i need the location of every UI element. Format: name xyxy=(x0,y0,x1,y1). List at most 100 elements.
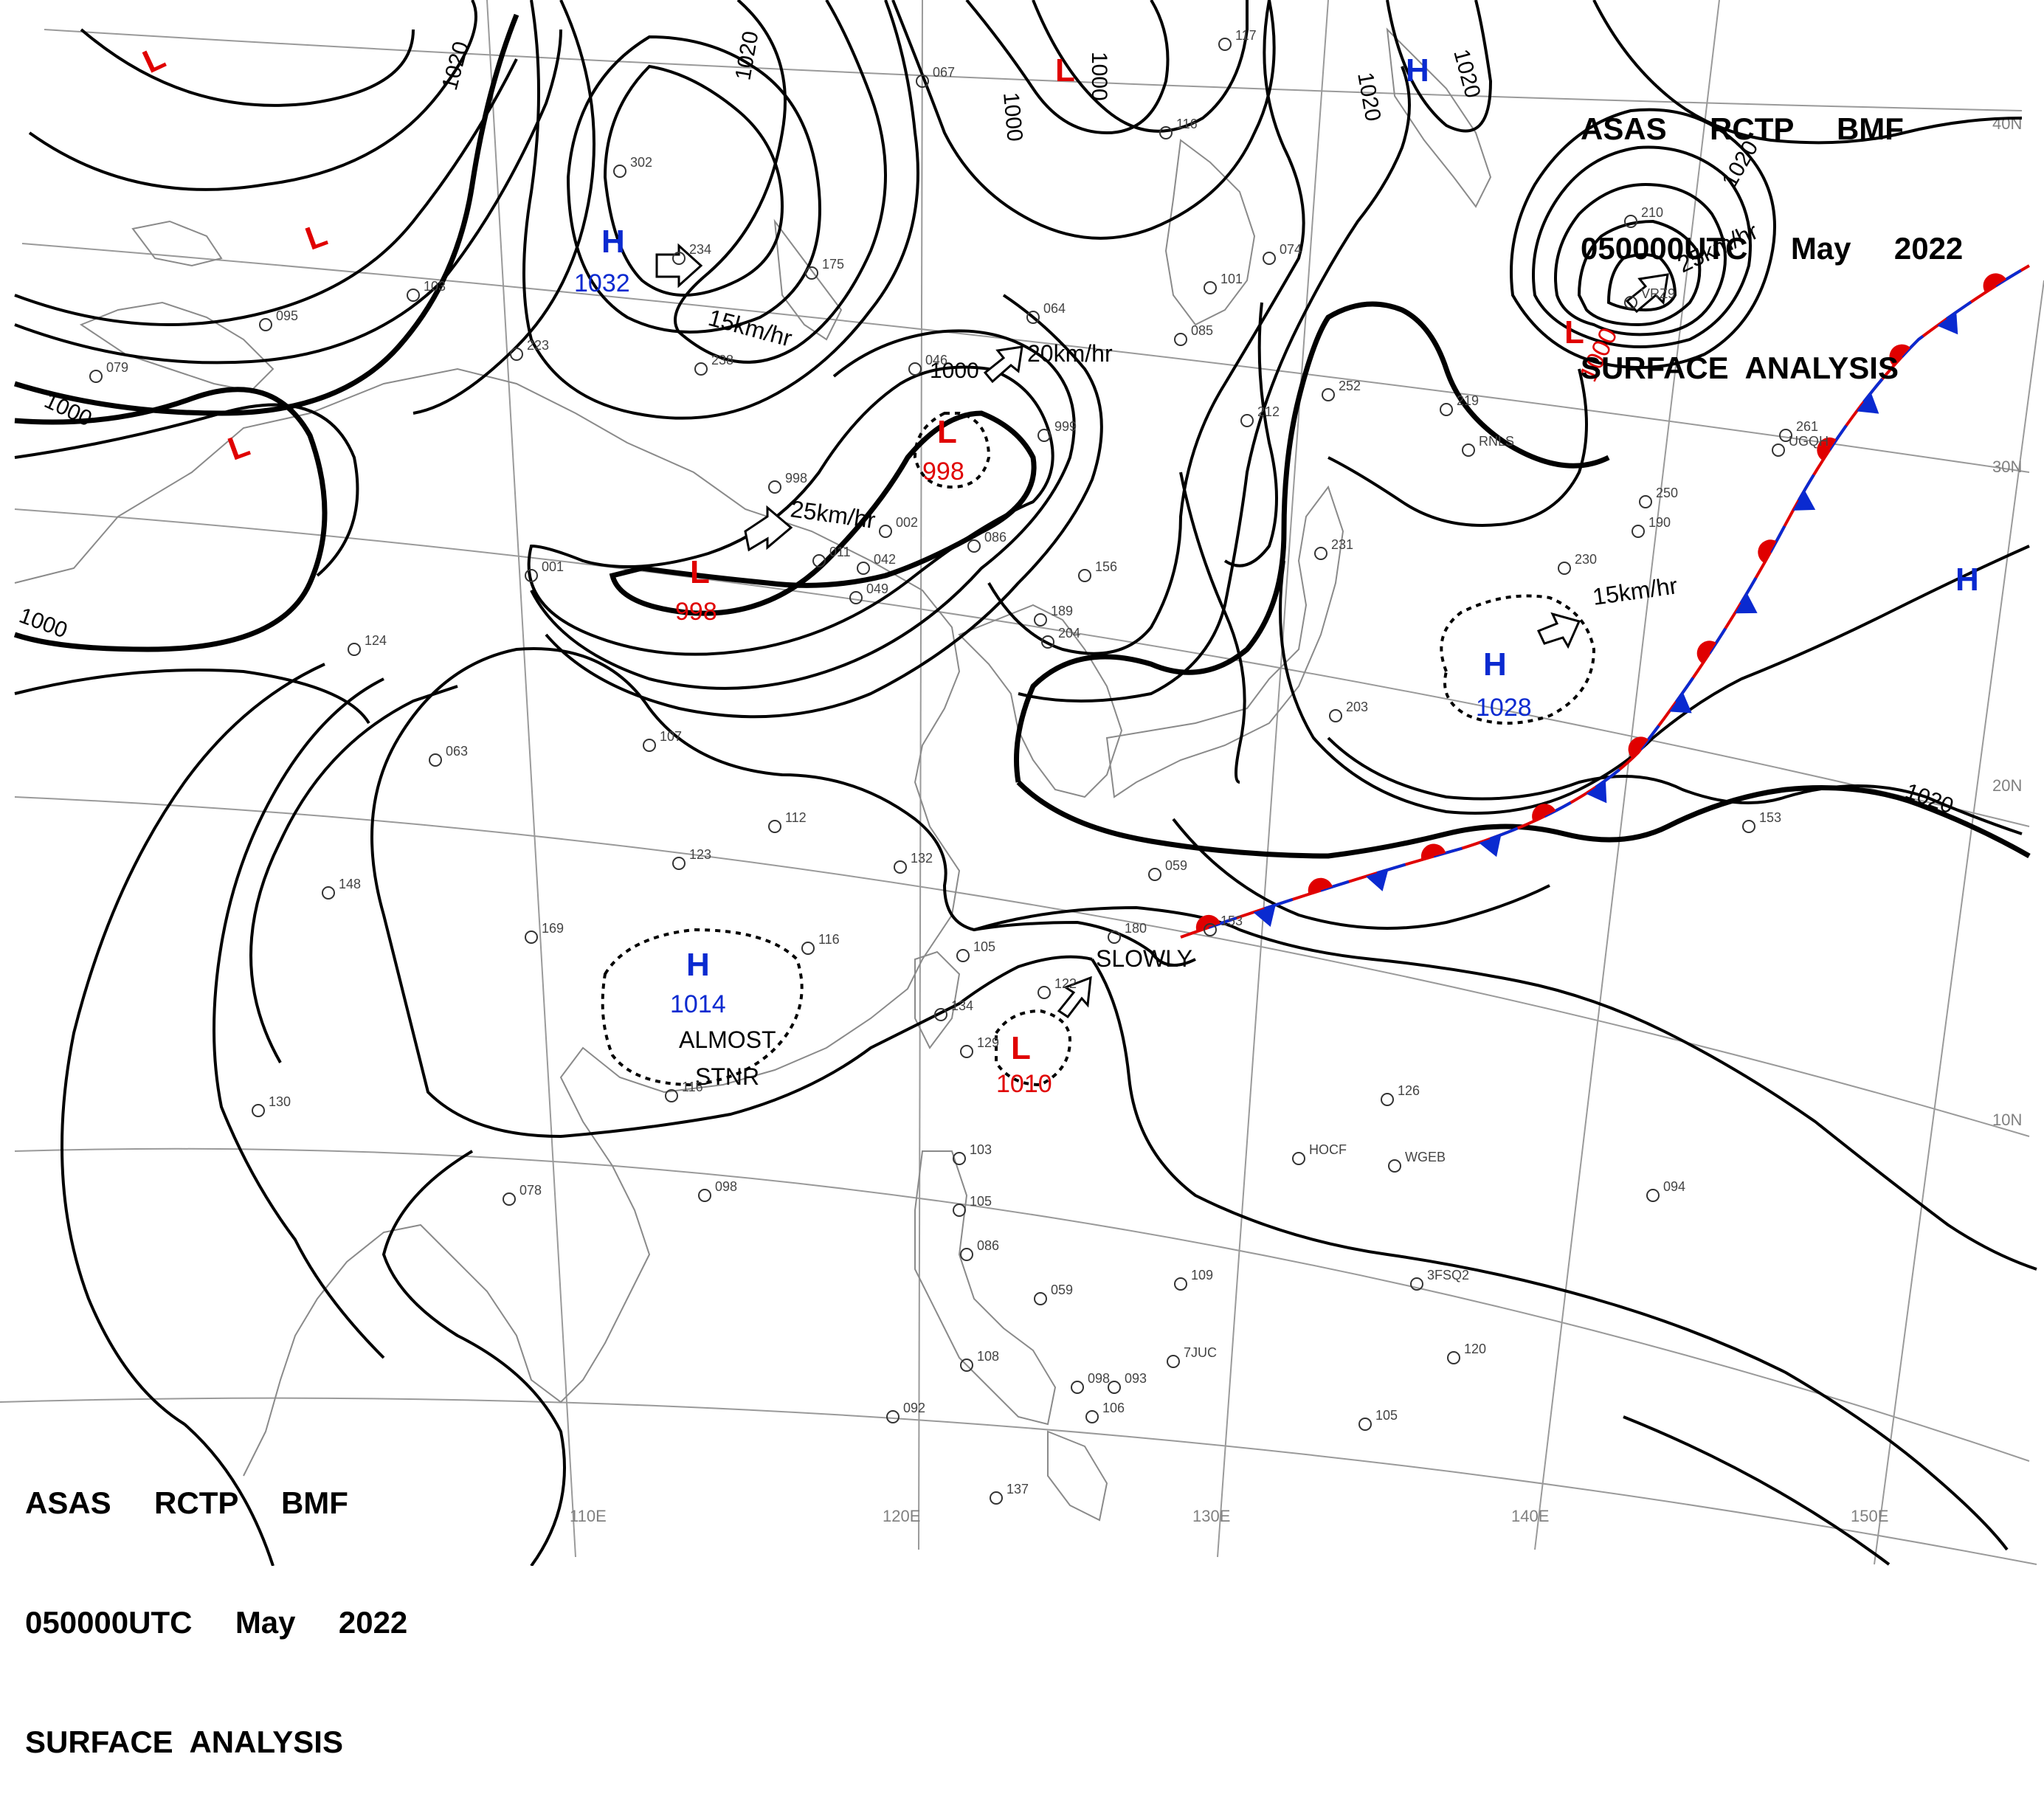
station-circle-icon xyxy=(960,1248,973,1261)
central-pressure: 1010 xyxy=(996,1070,1052,1098)
station-circle-icon xyxy=(1078,569,1091,582)
station-circle-icon xyxy=(1037,986,1051,999)
station-circle-icon xyxy=(1440,403,1453,416)
chart-header-top: ASAS RCTP BMF 050000UTC May 2022 SURFACE… xyxy=(1581,30,1963,428)
station-circle-icon xyxy=(886,1410,900,1423)
header-line-title: SURFACE ANALYSIS xyxy=(25,1725,343,1759)
station-value: 132 xyxy=(911,851,933,866)
movement-arrow-icon xyxy=(744,505,793,552)
isobar-label: 1020 xyxy=(1902,779,1957,819)
station-value: 108 xyxy=(977,1349,999,1364)
station-circle-icon xyxy=(953,1152,966,1165)
station-circle-icon xyxy=(916,75,929,88)
movement-speed: 20km/hr xyxy=(1027,340,1113,367)
station-circle-icon xyxy=(672,857,686,870)
station-value: 153 xyxy=(1220,914,1243,928)
station-circle-icon xyxy=(960,1045,973,1058)
station-value: 107 xyxy=(660,729,682,744)
station-circle-icon xyxy=(908,362,922,376)
station-value: 204 xyxy=(1058,626,1080,641)
high-pressure-icon: H xyxy=(1955,562,1979,598)
low-pressure-icon: L xyxy=(137,39,170,80)
low-pressure-icon: L xyxy=(937,414,957,450)
station-value: 212 xyxy=(1257,404,1280,419)
warm-front-symbol xyxy=(1532,804,1556,822)
station-circle-icon xyxy=(348,643,361,656)
station-circle-icon xyxy=(1240,414,1254,427)
station-value: 210 xyxy=(1641,205,1663,220)
station-value: 999 xyxy=(1054,419,1077,434)
warm-front-symbol xyxy=(1420,843,1446,860)
station-circle-icon xyxy=(768,820,781,833)
station-circle-icon xyxy=(525,931,538,944)
station-circle-icon xyxy=(1322,388,1335,401)
station-circle-icon xyxy=(934,1008,947,1021)
station-value: 042 xyxy=(874,552,896,567)
station-circle-icon xyxy=(510,348,523,361)
isobar-label: 1000 xyxy=(1087,52,1111,101)
cold-front-symbol xyxy=(1856,393,1879,414)
station-value: 120 xyxy=(1464,1342,1486,1356)
station-value: 094 xyxy=(1663,1179,1685,1194)
station-circle-icon xyxy=(1174,1277,1187,1291)
low-pressure-icon: L xyxy=(224,427,255,467)
station-circle-icon xyxy=(1388,1159,1401,1173)
station-value: 116 xyxy=(818,932,840,947)
station-value: 105 xyxy=(973,939,995,954)
station-value: 105 xyxy=(970,1194,992,1209)
warm-front-symbol xyxy=(1758,539,1777,564)
station-value: 234 xyxy=(689,242,711,257)
station-value: 156 xyxy=(1095,559,1117,574)
station-circle-icon xyxy=(1218,38,1232,51)
station-value: 261 xyxy=(1796,419,1818,434)
isobar-label: 1000 xyxy=(998,92,1027,142)
station-value: 059 xyxy=(1051,1283,1073,1297)
station-circle-icon xyxy=(1034,1292,1047,1305)
station-value: 011 xyxy=(829,545,851,559)
station-value: WGEB xyxy=(1405,1150,1446,1164)
station-value: UGQH xyxy=(1789,434,1829,449)
movement-note: STNR xyxy=(695,1063,759,1090)
station-value: 230 xyxy=(1575,552,1597,567)
station-circle-icon xyxy=(1462,443,1475,457)
isobar-label: 1000 xyxy=(41,388,95,431)
station-value: HOCF xyxy=(1309,1142,1347,1157)
cold-front-symbol xyxy=(1937,311,1958,335)
warm-front-symbol xyxy=(1308,877,1333,894)
station-circle-icon xyxy=(1314,547,1327,560)
station-circle-icon xyxy=(990,1491,1003,1505)
central-pressure: 998 xyxy=(675,598,717,626)
station-circle-icon xyxy=(879,525,892,538)
station-value: 122 xyxy=(1054,976,1077,991)
station-value: 116 xyxy=(682,1080,703,1094)
low-pressure-icon: L xyxy=(1055,52,1075,89)
station-value: VRZ9 xyxy=(1641,286,1675,301)
station-value: 219 xyxy=(1457,393,1479,408)
low-pressure-icon: L xyxy=(301,216,332,257)
pressure-systems: H 1032 L 998 L 998 L 1000 H 1028 H 1014 … xyxy=(137,39,1979,1098)
station-circle-icon xyxy=(259,318,272,331)
station-value: 250 xyxy=(1656,486,1678,500)
header-line-time: 050000UTC May 2022 xyxy=(25,1605,408,1640)
station-circle-icon xyxy=(1292,1152,1305,1165)
station-circle-icon xyxy=(1558,562,1571,575)
station-value: 223 xyxy=(527,338,549,353)
lat-label-20n: 20N xyxy=(1992,776,2022,795)
cold-front-symbol xyxy=(1735,593,1758,614)
header-line-time: 050000UTC May 2022 xyxy=(1581,231,1964,266)
station-circle-icon xyxy=(525,569,538,582)
lon-label-120e: 120E xyxy=(883,1507,920,1525)
cold-front-symbol xyxy=(1586,780,1607,804)
station-circle-icon xyxy=(407,289,420,302)
station-value: 101 xyxy=(1220,272,1243,286)
lon-label-150e: 150E xyxy=(1851,1507,1888,1525)
station-circle-icon xyxy=(429,753,442,767)
station-value: 7JUC xyxy=(1184,1345,1217,1360)
cold-front-symbol xyxy=(1365,869,1389,891)
station-value: 105 xyxy=(1375,1408,1398,1423)
station-circle-icon xyxy=(252,1104,265,1117)
station-circle-icon xyxy=(1646,1189,1660,1202)
station-value: 129 xyxy=(977,1035,999,1050)
station-circle-icon xyxy=(1624,296,1637,309)
high-pressure-icon: H xyxy=(686,947,710,983)
